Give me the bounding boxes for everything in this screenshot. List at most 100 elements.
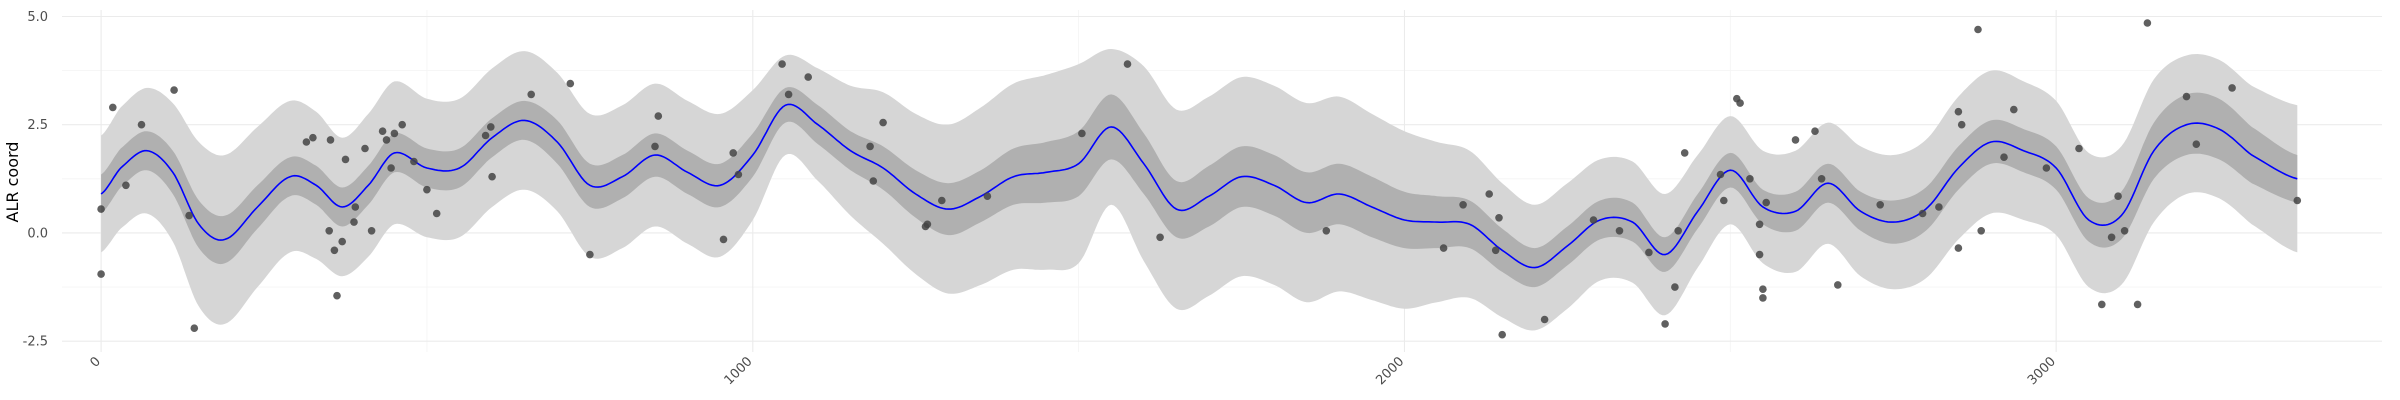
data-point	[1746, 175, 1754, 183]
data-point	[97, 205, 105, 213]
data-point	[1674, 227, 1682, 235]
data-point	[488, 172, 496, 181]
data-point	[341, 155, 350, 164]
data-point	[190, 324, 199, 333]
data-point	[2192, 140, 2201, 148]
data-point	[97, 270, 105, 278]
data-point	[1759, 285, 1767, 294]
data-point	[1974, 25, 1982, 34]
data-point	[719, 235, 728, 244]
data-point	[382, 136, 391, 144]
data-point	[2000, 153, 2008, 161]
data-point	[1755, 250, 1764, 259]
data-point	[122, 181, 130, 190]
data-point	[1439, 244, 1448, 252]
data-point	[309, 133, 317, 142]
data-point	[866, 142, 874, 151]
data-point	[330, 246, 339, 255]
data-point	[109, 103, 117, 112]
data-point	[1485, 190, 1493, 198]
data-point	[778, 60, 786, 68]
data-point	[938, 196, 946, 205]
data-point	[1123, 60, 1132, 68]
data-point	[432, 209, 441, 218]
data-point	[1645, 248, 1653, 257]
data-point	[1755, 220, 1764, 229]
data-point	[1540, 315, 1549, 324]
y-tick-label: 5.0	[27, 10, 48, 25]
data-point	[1671, 283, 1679, 291]
data-point	[367, 227, 376, 235]
data-point	[2114, 192, 2122, 200]
data-point	[1954, 244, 1963, 252]
data-point	[654, 112, 663, 120]
data-point	[734, 170, 743, 179]
data-point	[302, 138, 311, 146]
data-point	[1661, 320, 1669, 328]
y-tick-label: 0.0	[27, 226, 48, 241]
data-point	[1954, 107, 1963, 116]
data-point	[185, 211, 193, 220]
data-point	[1736, 99, 1744, 107]
data-point	[1589, 216, 1598, 224]
data-point	[1498, 330, 1506, 339]
data-point	[1680, 149, 1689, 157]
data-point	[2143, 19, 2152, 27]
data-point	[1817, 175, 1826, 183]
data-point	[1491, 246, 1500, 255]
data-point	[1615, 227, 1624, 235]
y-tick-label: -2.5	[23, 335, 48, 350]
observed-points	[97, 19, 2302, 339]
data-point	[170, 86, 178, 94]
data-point	[1811, 127, 1819, 135]
data-point	[326, 136, 335, 144]
data-point	[1459, 201, 1467, 209]
data-point	[804, 73, 812, 81]
data-point	[2075, 144, 2083, 153]
data-point	[586, 250, 594, 259]
data-point	[2107, 233, 2116, 242]
data-point	[2042, 164, 2051, 172]
fitted-line	[100, 103, 2298, 269]
data-point	[1791, 136, 1800, 144]
data-point	[729, 149, 737, 157]
data-point	[1759, 294, 1767, 302]
data-point	[333, 291, 341, 300]
data-point	[398, 120, 407, 129]
data-point	[1156, 233, 1164, 242]
data-point	[2098, 300, 2106, 309]
data-point	[2010, 105, 2018, 114]
data-point	[879, 118, 887, 127]
data-point	[378, 127, 387, 135]
data-point	[784, 90, 793, 99]
data-point	[2120, 227, 2129, 235]
data-point	[1918, 209, 1927, 218]
data-point	[1957, 120, 1966, 129]
data-point	[1876, 201, 1884, 209]
data-point	[527, 90, 535, 99]
data-point	[338, 237, 347, 246]
data-point	[1322, 227, 1331, 235]
data-point	[1762, 198, 1770, 207]
data-point	[410, 157, 418, 166]
data-point	[923, 220, 932, 229]
data-point	[423, 185, 431, 194]
data-point	[1834, 281, 1842, 289]
y-axis-tick-labels: -2.5 0.0 2.5 5.0	[23, 10, 48, 350]
data-point	[2182, 92, 2191, 101]
y-axis-title: ALR coord	[3, 142, 22, 223]
data-point	[350, 218, 358, 226]
data-point	[1716, 170, 1725, 179]
data-point	[2133, 300, 2142, 309]
data-point	[1935, 203, 1943, 211]
data-point	[1078, 129, 1086, 138]
data-point	[2228, 84, 2236, 92]
data-point	[566, 79, 575, 88]
y-tick-label: 2.5	[27, 118, 48, 133]
data-point	[137, 120, 146, 129]
data-point	[869, 177, 878, 185]
data-point	[983, 192, 992, 200]
data-point	[487, 123, 495, 131]
data-point	[361, 144, 369, 153]
